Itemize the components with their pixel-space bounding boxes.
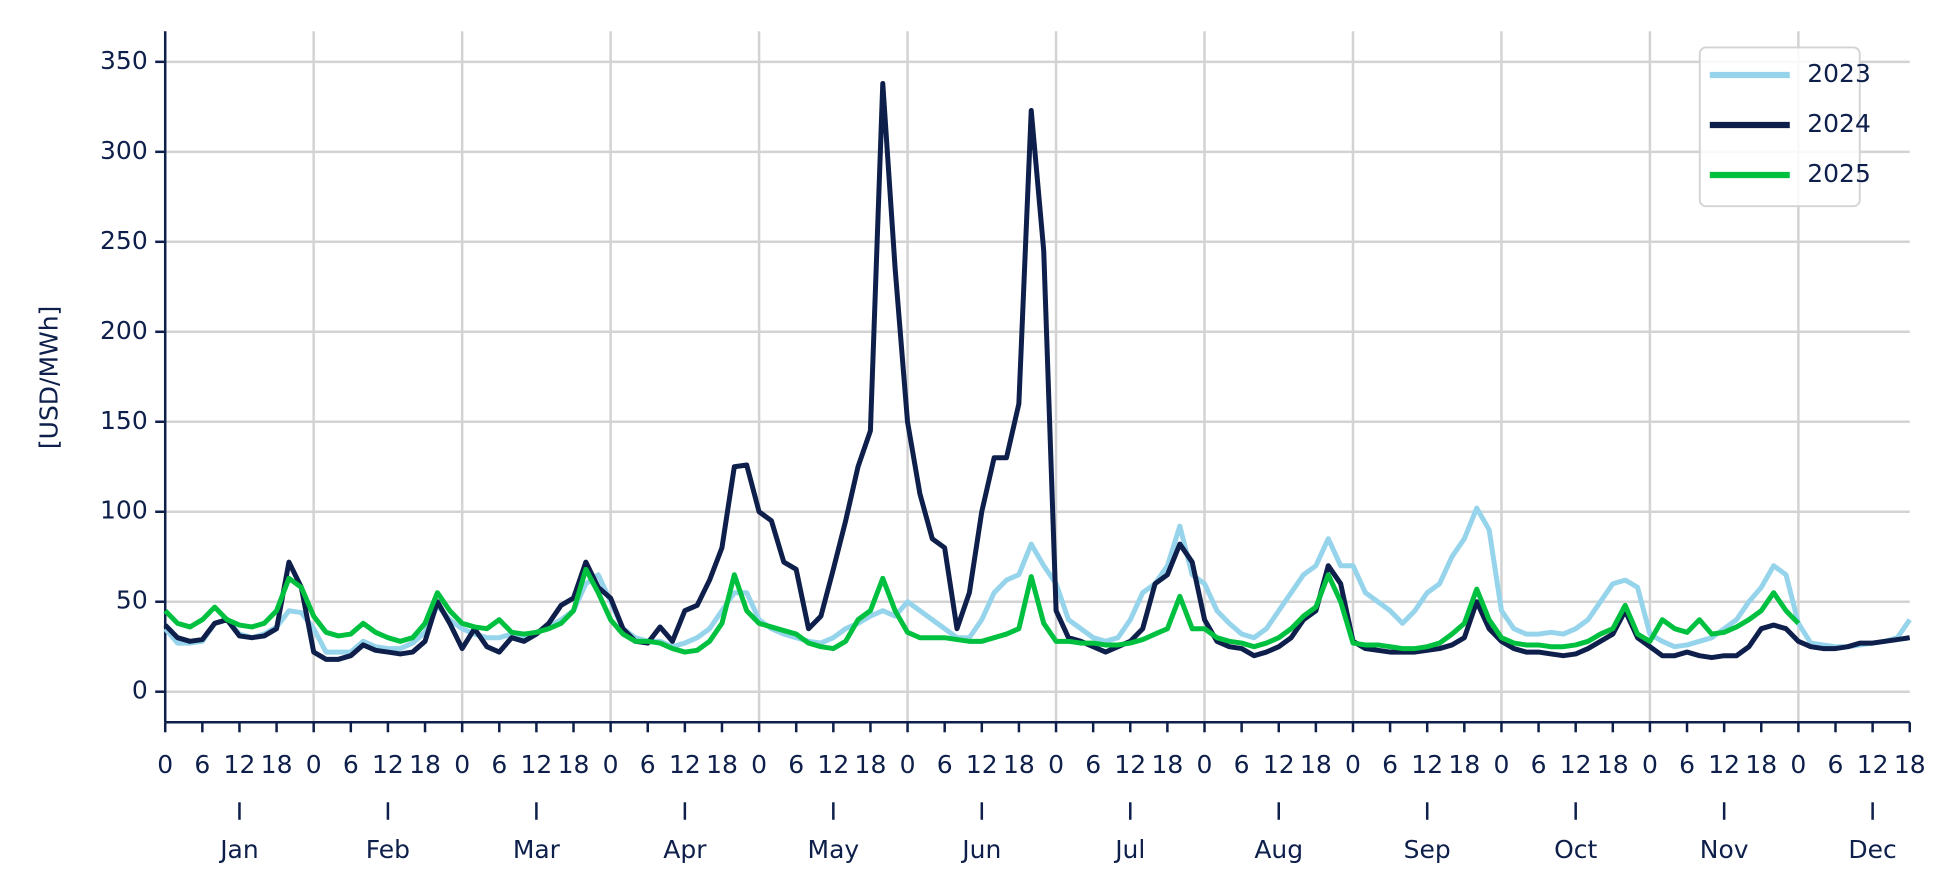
month-label: Oct	[1554, 835, 1597, 864]
month-label: Apr	[663, 835, 707, 864]
x-tick-label: 12	[669, 750, 701, 779]
series-line	[163, 566, 1801, 655]
x-tick-label: 6	[1085, 750, 1101, 779]
x-tick-label: 12	[1411, 750, 1443, 779]
x-tick-label: 6	[1234, 750, 1250, 779]
y-tick-label: 350	[100, 46, 148, 75]
x-tick-label: 18	[1300, 750, 1332, 779]
x-tick-label: 12	[1263, 750, 1295, 779]
y-tick-label: 150	[100, 406, 148, 435]
x-tick-label: 6	[194, 750, 210, 779]
series-line	[163, 505, 1912, 655]
month-label: Jan	[218, 835, 259, 864]
month-label: Jun	[960, 835, 1001, 864]
x-tick-label: 6	[937, 750, 953, 779]
y-axis-label: [USD/MWh]	[34, 306, 63, 449]
x-tick-label: 18	[261, 750, 293, 779]
x-tick-label: 0	[1493, 750, 1509, 779]
month-label: Aug	[1254, 835, 1303, 864]
y-tick-label: 200	[100, 316, 148, 345]
x-tick-label: 0	[1048, 750, 1064, 779]
x-tick-label: 12	[1560, 750, 1592, 779]
x-tick-label: 6	[491, 750, 507, 779]
x-tick-label: 18	[1151, 750, 1183, 779]
x-tick-label: 6	[640, 750, 656, 779]
x-tick-label: 0	[1345, 750, 1361, 779]
x-tick-label: 0	[1790, 750, 1806, 779]
month-label: Feb	[366, 835, 410, 864]
x-tick-label: 0	[603, 750, 619, 779]
x-tick-label: 18	[409, 750, 441, 779]
x-tick-label: 12	[1708, 750, 1740, 779]
x-tick-label: 18	[1597, 750, 1629, 779]
x-tick-label: 0	[454, 750, 470, 779]
y-tick-label: 250	[100, 226, 148, 255]
x-tick-label: 6	[1679, 750, 1695, 779]
x-tick-label: 6	[1382, 750, 1398, 779]
legend-label: 2024	[1807, 109, 1871, 138]
x-tick-label: 0	[157, 750, 173, 779]
y-tick-label: 300	[100, 136, 148, 165]
x-tick-label: 18	[1894, 750, 1926, 779]
x-tick-label: 12	[224, 750, 256, 779]
x-tick-label: 0	[751, 750, 767, 779]
x-tick-label: 18	[1003, 750, 1035, 779]
x-tick-label: 12	[1114, 750, 1146, 779]
month-label: Jul	[1113, 835, 1145, 864]
x-tick-label: 0	[1197, 750, 1213, 779]
month-label: Nov	[1700, 835, 1749, 864]
x-tick-label: 0	[1642, 750, 1658, 779]
x-tick-label: 18	[1745, 750, 1777, 779]
series-line	[163, 80, 1911, 662]
x-tick-label: 12	[520, 750, 552, 779]
legend-label: 2025	[1807, 159, 1871, 188]
x-tick-label: 6	[788, 750, 804, 779]
x-tick-label: 0	[900, 750, 916, 779]
y-tick-label: 100	[100, 496, 148, 525]
month-label: Mar	[513, 835, 561, 864]
x-tick-label: 0	[306, 750, 322, 779]
x-tick-label: 18	[706, 750, 738, 779]
y-tick-label: 0	[132, 676, 148, 705]
x-tick-label: 18	[558, 750, 590, 779]
x-tick-label: 6	[1828, 750, 1844, 779]
x-tick-label: 6	[1531, 750, 1547, 779]
x-tick-label: 12	[1857, 750, 1889, 779]
legend-label: 2023	[1807, 59, 1871, 88]
x-tick-label: 18	[855, 750, 887, 779]
x-tick-label: 12	[372, 750, 404, 779]
x-tick-label: 12	[817, 750, 849, 779]
month-label: Dec	[1848, 835, 1896, 864]
x-tick-label: 6	[343, 750, 359, 779]
month-label: Sep	[1404, 835, 1451, 864]
month-label: May	[808, 835, 860, 864]
x-tick-label: 18	[1448, 750, 1480, 779]
x-tick-label: 12	[966, 750, 998, 779]
y-tick-label: 50	[116, 586, 148, 615]
